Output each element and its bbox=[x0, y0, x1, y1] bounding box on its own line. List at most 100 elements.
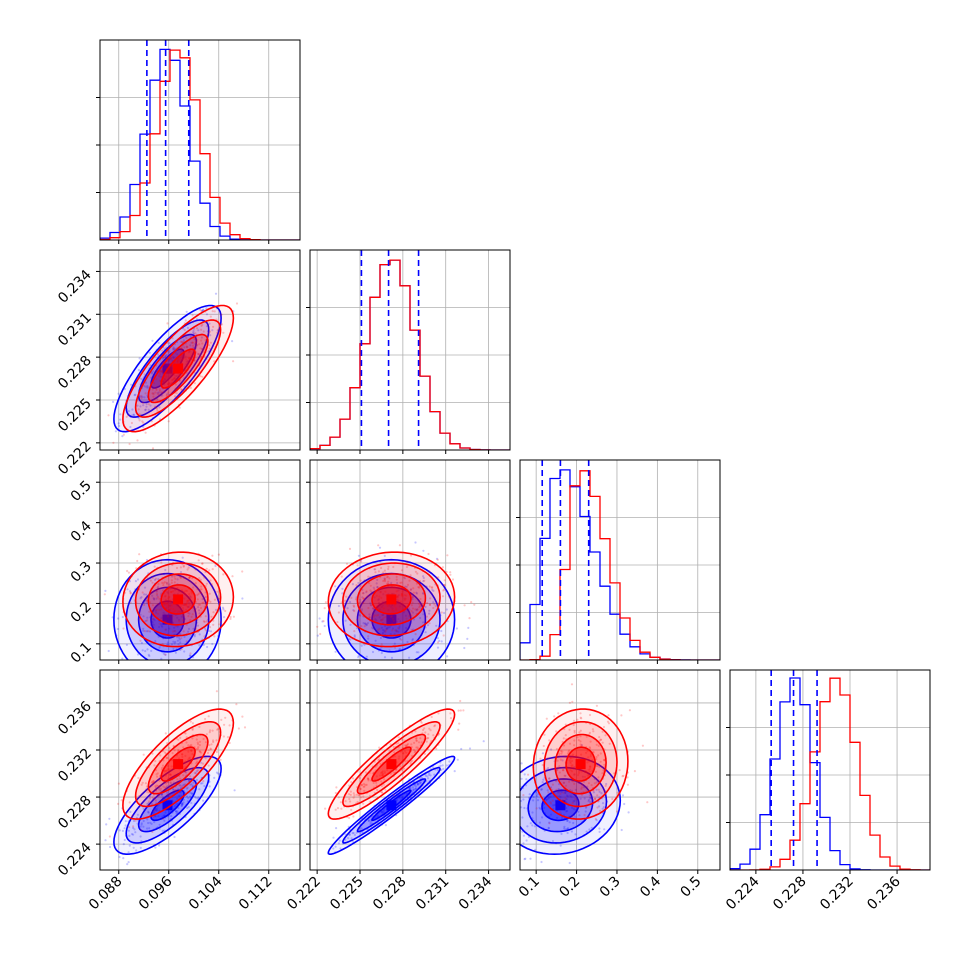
scatter-point-red bbox=[345, 595, 348, 598]
scatter-point-blue bbox=[419, 781, 422, 785]
scatter-point-blue bbox=[174, 640, 177, 644]
scatter-point-red bbox=[348, 547, 352, 551]
scatter-point-blue bbox=[178, 638, 181, 641]
scatter-point-red bbox=[377, 570, 380, 573]
y-tick-label: 0.222 bbox=[55, 438, 95, 478]
scatter-point-blue bbox=[598, 827, 601, 830]
scatter-point-red bbox=[367, 635, 370, 638]
scatter-point-blue bbox=[150, 372, 154, 375]
scatter-point-red bbox=[151, 581, 154, 584]
scatter-point-red bbox=[184, 319, 187, 322]
scatter-point-red bbox=[192, 607, 195, 610]
scatter-point-blue bbox=[316, 634, 319, 637]
scatter-point-red bbox=[362, 601, 365, 605]
scatter-point-red bbox=[415, 739, 418, 743]
scatter-point-red bbox=[213, 310, 216, 313]
scatter-point-red bbox=[393, 629, 397, 632]
scatter-point-blue bbox=[318, 617, 321, 620]
scatter-point-red bbox=[600, 738, 603, 741]
scatter-point-red bbox=[192, 781, 195, 784]
scatter-point-blue bbox=[146, 648, 149, 651]
scatter-point-red bbox=[592, 730, 595, 733]
scatter-point-red bbox=[378, 746, 381, 749]
scatter-point-blue bbox=[172, 789, 175, 792]
scatter-point-red bbox=[164, 628, 167, 631]
scatter-point-red bbox=[208, 626, 212, 629]
scatter-point-blue bbox=[540, 788, 543, 791]
scatter-point-blue bbox=[506, 814, 508, 816]
scatter-point-red bbox=[406, 583, 410, 587]
scatter-point-blue bbox=[496, 797, 498, 799]
scatter-point-red bbox=[397, 742, 400, 745]
scatter-point-blue bbox=[137, 417, 140, 420]
scatter-point-blue bbox=[217, 772, 220, 775]
scatter-point-red bbox=[156, 784, 159, 788]
scatter-point-red bbox=[200, 309, 203, 312]
scatter-point-red bbox=[388, 577, 391, 580]
scatter-point-blue bbox=[566, 819, 569, 822]
scatter-point-blue bbox=[542, 778, 545, 781]
scatter-point-blue bbox=[540, 788, 543, 791]
scatter-point-blue bbox=[190, 801, 193, 805]
scatter-point-blue bbox=[162, 652, 165, 655]
scatter-point-red bbox=[216, 590, 219, 593]
scatter-point-red bbox=[151, 388, 154, 391]
scatter-point-blue bbox=[193, 633, 196, 636]
scatter-point-red bbox=[177, 632, 180, 635]
scatter-point-red bbox=[459, 709, 462, 712]
scatter-point-red bbox=[157, 794, 161, 797]
scatter-point-red bbox=[377, 613, 380, 617]
scatter-point-red bbox=[197, 353, 200, 356]
scatter-point-blue bbox=[415, 609, 418, 612]
scatter-point-red bbox=[158, 786, 161, 789]
scatter-point-blue bbox=[105, 823, 108, 826]
scatter-point-red bbox=[385, 628, 388, 632]
scatter-point-red bbox=[127, 414, 130, 417]
scatter-point-blue bbox=[399, 648, 402, 651]
scatter-point-red bbox=[204, 339, 207, 342]
scatter-point-blue bbox=[172, 346, 175, 349]
scatter-point-blue bbox=[144, 408, 147, 411]
scatter-point-red bbox=[189, 618, 192, 622]
scatter-point-blue bbox=[187, 630, 190, 633]
scatter-point-red bbox=[208, 731, 211, 734]
scatter-point-red bbox=[154, 785, 157, 788]
scatter-point-blue bbox=[177, 806, 180, 810]
scatter-point-red bbox=[400, 638, 403, 641]
scatter-point-red bbox=[521, 770, 524, 773]
scatter-point-red bbox=[560, 749, 563, 753]
scatter-point-red bbox=[443, 579, 446, 582]
panel-frame bbox=[309, 459, 511, 661]
scatter-point-blue bbox=[168, 350, 171, 353]
scatter-point-blue bbox=[371, 650, 375, 654]
scatter-point-red bbox=[178, 784, 181, 787]
scatter-point-red bbox=[425, 615, 428, 618]
scatter-point-red bbox=[161, 360, 164, 364]
density-peak-blue bbox=[386, 800, 397, 811]
scatter-point-red bbox=[428, 603, 432, 607]
scatter-point-blue bbox=[145, 402, 148, 406]
scatter-point-blue bbox=[426, 775, 429, 778]
scatter-point-red bbox=[186, 786, 189, 789]
scatter-point-blue bbox=[174, 810, 178, 813]
scatter-point-blue bbox=[383, 554, 386, 558]
scatter-point-red bbox=[155, 387, 158, 390]
scatter-point-red bbox=[224, 609, 227, 613]
scatter-point-blue bbox=[135, 849, 138, 852]
scatter-point-red bbox=[128, 826, 131, 829]
scatter-point-blue bbox=[414, 541, 417, 544]
scatter-point-blue bbox=[415, 608, 419, 611]
scatter-point-red bbox=[165, 756, 168, 760]
scatter-point-blue bbox=[376, 586, 379, 589]
scatter-point-blue bbox=[158, 844, 161, 847]
scatter-point-blue bbox=[368, 613, 371, 616]
scatter-point-blue bbox=[126, 588, 129, 591]
scatter-point-red bbox=[319, 632, 322, 636]
scatter-point-red bbox=[201, 562, 204, 565]
scatter-point-blue bbox=[157, 578, 160, 581]
scatter-point-blue bbox=[570, 830, 574, 833]
scatter-point-red bbox=[203, 635, 206, 638]
scatter-point-red bbox=[151, 576, 154, 579]
scatter-point-red bbox=[175, 392, 178, 395]
scatter-point-red bbox=[173, 581, 176, 584]
